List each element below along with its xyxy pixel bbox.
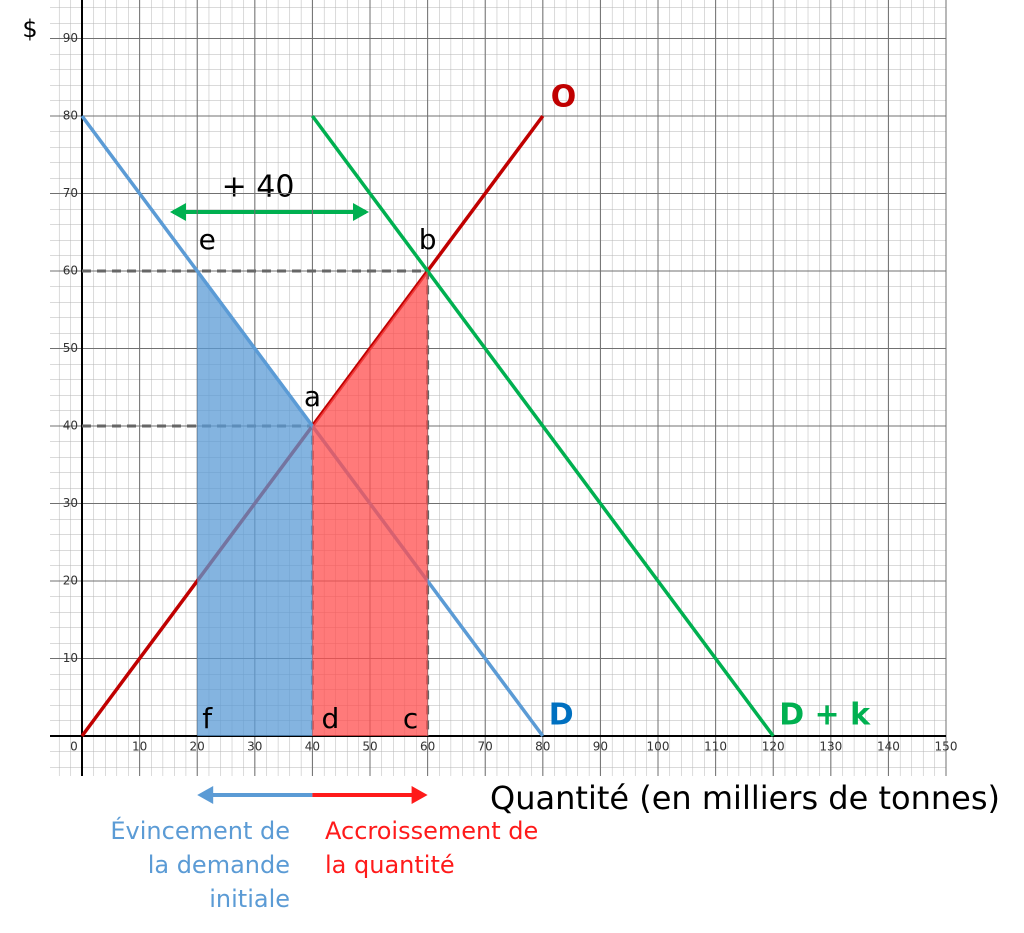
series-line [310, 114, 775, 738]
point-label: c [403, 702, 418, 735]
x-tick-label: 30 [247, 740, 262, 754]
series-label: D + k [779, 698, 871, 733]
arrow-text: la demande [148, 851, 290, 879]
x-axis-label: Quantité (en milliers de tonnes) [490, 779, 1000, 817]
x-tick-label: 0 [70, 740, 78, 754]
x-tick-label: 10 [132, 740, 147, 754]
y-tick-label: 60 [63, 264, 78, 278]
y-tick-label: 70 [63, 186, 78, 200]
x-tick-label: 60 [420, 740, 435, 754]
x-tick-label: 100 [647, 740, 670, 754]
arrow-text: Accroissement de [325, 817, 538, 845]
y-tick-label: 40 [63, 419, 78, 433]
x-tick-label: 120 [762, 740, 785, 754]
x-tick-label: 40 [305, 740, 320, 754]
arrow-head [197, 786, 214, 804]
x-tick-label: 90 [593, 740, 608, 754]
x-tick-label: 20 [190, 740, 205, 754]
x-tick-label: 130 [819, 740, 842, 754]
y-axis-label: $ [22, 15, 37, 43]
y-tick-label: 20 [63, 574, 78, 588]
x-tick-label: 110 [704, 740, 727, 754]
shaded-area [312, 271, 428, 736]
arrow-text: initiale [209, 885, 290, 913]
arrow-text: la quantité [325, 851, 455, 879]
point-label: f [202, 702, 213, 735]
x-tick-label: 150 [935, 740, 958, 754]
y-tick-label: 50 [63, 341, 78, 355]
point-label: d [322, 702, 340, 735]
y-tick-label: 80 [63, 109, 78, 123]
arrow-head [411, 786, 428, 804]
x-tick-label: 70 [478, 740, 493, 754]
point-label: a [304, 380, 321, 413]
y-tick-label: 30 [63, 496, 78, 510]
x-tick-label: 80 [535, 740, 550, 754]
arrow-text: Évincement de [110, 816, 290, 845]
y-tick-label: 90 [63, 31, 78, 45]
series-label: O [551, 80, 577, 115]
point-label: b [419, 223, 437, 256]
shaded-area [197, 271, 313, 736]
x-tick-label: 140 [877, 740, 900, 754]
shift-label: + 40 [222, 170, 295, 205]
x-tick-label: 50 [362, 740, 377, 754]
y-tick-label: 10 [63, 651, 78, 665]
series-label: D [549, 698, 574, 733]
point-label: e [199, 223, 216, 256]
